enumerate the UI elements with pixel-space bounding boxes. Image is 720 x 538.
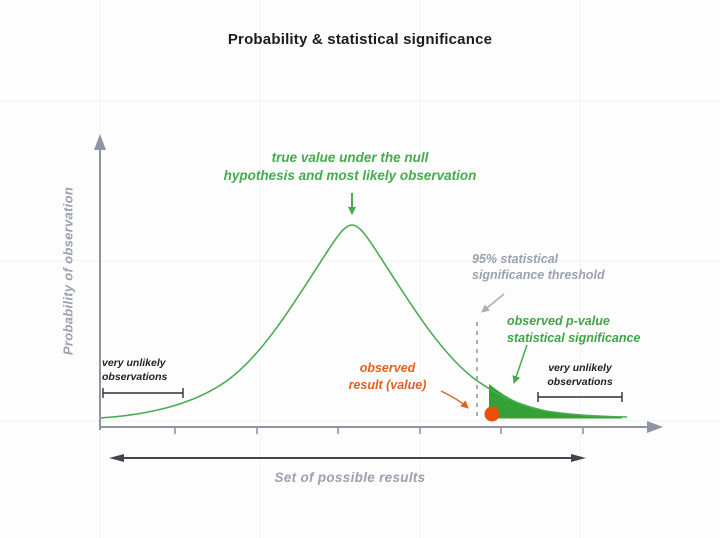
observed-result-dot	[484, 406, 500, 422]
annotation-p-value: observed p-value statistical significanc…	[507, 313, 640, 347]
annotation-unlikely-left: very unlikely observations	[102, 357, 167, 384]
annotation-unlikely-right: very unlikely observations	[536, 362, 624, 389]
annotation-p-value-line1: observed p-value	[507, 314, 610, 328]
annotation-true-value-line2: hypothesis and most likely observation	[223, 168, 477, 183]
observed-result-arrow	[440, 390, 469, 409]
annotation-threshold-line1: 95% statistical	[472, 252, 559, 266]
x-axis-ticks	[174, 427, 584, 434]
chart-title: Probability & statistical significance	[227, 31, 493, 48]
annotation-unlikely-right-line1: very unlikely	[548, 362, 612, 374]
y-axis-arrowhead-icon	[94, 134, 106, 150]
unlikely-right-bracket	[537, 392, 623, 402]
annotation-p-value-line2: statistical significance	[507, 331, 641, 345]
annotation-unlikely-right-line2: observations	[547, 375, 613, 388]
x-axis-arrowhead-icon	[647, 421, 663, 433]
bell-curve	[99, 224, 628, 419]
annotation-true-value: true value under the null hypothesis and…	[160, 149, 540, 185]
annotation-threshold: 95% statistical significance threshold	[472, 251, 605, 283]
possible-results-range-arrow	[109, 454, 586, 462]
annotation-unlikely-left-line1: very unlikely	[102, 357, 166, 369]
p-value-arrow	[512, 344, 528, 384]
annotation-observed-result: observed result (value)	[330, 360, 445, 394]
annotation-observed-result-line2: result (value)	[348, 378, 427, 392]
threshold-arrow	[481, 293, 505, 313]
p-value-shaded-area	[489, 384, 622, 419]
x-axis-label: Set of possible results	[274, 470, 426, 485]
annotation-true-value-line1: true value under the null	[271, 150, 429, 165]
unlikely-left-bracket	[102, 388, 184, 398]
annotation-threshold-line2: significance threshold	[472, 268, 605, 282]
annotation-unlikely-left-line2: observations	[102, 370, 168, 383]
annotation-observed-result-line1: observed	[359, 361, 416, 375]
